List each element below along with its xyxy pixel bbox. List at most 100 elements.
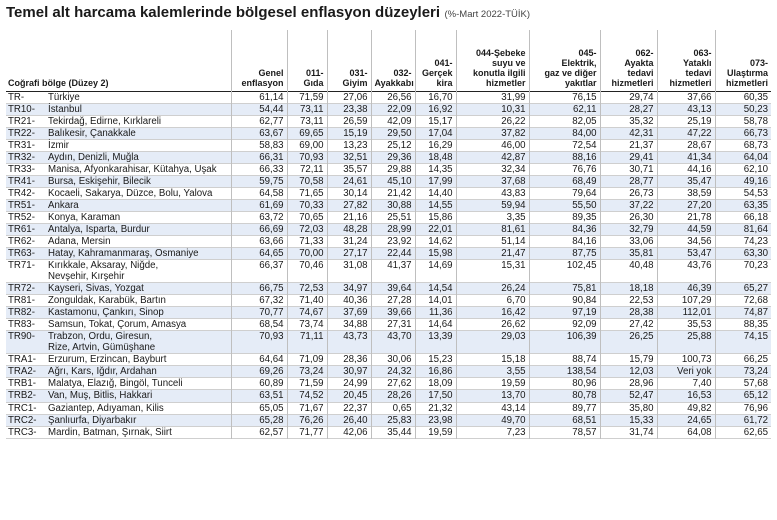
value-cell: 34,56 bbox=[656, 235, 715, 248]
region-name: Şanlıurfa, Diyarbakır bbox=[48, 414, 137, 426]
value-cell: 32,79 bbox=[599, 223, 657, 236]
value-cell: 31,24 bbox=[326, 235, 371, 248]
region-name: Zonguldak, Karabük, Bartın bbox=[48, 295, 166, 307]
region-name: Samsun, Tokat, Çorum, Amasya bbox=[48, 319, 187, 331]
value-cell: 61,69 bbox=[230, 199, 287, 212]
value-cell: 65,12 bbox=[714, 389, 771, 403]
region-name: Ağrı, Kars, Iğdır, Ardahan bbox=[48, 366, 157, 378]
value-cell: 14,35 bbox=[414, 163, 456, 176]
value-cell: 49,70 bbox=[455, 414, 529, 427]
column-header: 063- Yataklı tedavi hizmetleri bbox=[656, 30, 715, 91]
table-row: TR90- Trabzon, Ordu, Giresun, Rize, Artvin… bbox=[6, 330, 771, 354]
value-cell: 28,67 bbox=[656, 139, 715, 152]
region-name: Kayseri, Sivas, Yozgat bbox=[48, 283, 144, 295]
header-text: enflasyon bbox=[241, 77, 284, 88]
value-cell: 71,59 bbox=[286, 377, 327, 390]
column-header-region: Coğrafi bölge (Düzey 2) bbox=[6, 30, 231, 91]
value-cell: 12,03 bbox=[599, 365, 657, 378]
value-cell: 112,01 bbox=[656, 306, 715, 319]
value-cell: 76,15 bbox=[528, 91, 600, 104]
value-cell: 68,49 bbox=[528, 175, 600, 188]
region-name: Nevşehir, Kırşehir bbox=[48, 271, 125, 283]
value-cell: 73,11 bbox=[286, 115, 327, 128]
value-cell: 79,64 bbox=[528, 187, 600, 200]
value-cell: 28,27 bbox=[599, 103, 657, 116]
region-code: TR41- bbox=[8, 175, 35, 187]
value-cell: 66,31 bbox=[230, 151, 287, 164]
value-cell: 35,32 bbox=[599, 115, 657, 128]
header-text: 041- bbox=[434, 57, 453, 68]
region-cell: TRB2- Van, Muş, Bitlis, Hakkari bbox=[6, 390, 231, 402]
page-subtitle: (%-Mart 2022-TÜİK) bbox=[444, 9, 531, 20]
header-text: 073- bbox=[749, 57, 768, 68]
value-cell: 43,73 bbox=[326, 330, 371, 354]
value-cell: 25,19 bbox=[656, 115, 715, 128]
value-cell: 31,99 bbox=[455, 91, 529, 104]
region-cell: TR82- Kastamonu, Çankırı, Sinop bbox=[6, 307, 231, 319]
region-code: TR63- bbox=[8, 248, 35, 260]
value-cell: 97,19 bbox=[528, 306, 600, 319]
value-cell: 25,83 bbox=[370, 414, 415, 427]
value-cell: 22,37 bbox=[326, 402, 371, 415]
value-cell: 71,33 bbox=[286, 235, 327, 248]
region-code: TR51- bbox=[8, 199, 35, 211]
region-code: TR52- bbox=[8, 211, 35, 223]
value-cell: 3,55 bbox=[455, 365, 529, 378]
table-row: TR- Türkiye 61,14 71,59 27,06 26,56 16,70 31,99… bbox=[6, 91, 771, 104]
value-cell: 70,23 bbox=[714, 259, 771, 283]
value-cell: 70,65 bbox=[286, 211, 327, 224]
value-cell: 59,75 bbox=[230, 175, 287, 188]
value-cell: 88,74 bbox=[528, 353, 600, 366]
region-name: Trabzon, Ordu, Giresun, bbox=[48, 331, 153, 343]
value-cell: 46,00 bbox=[455, 139, 529, 152]
value-cell: 35,44 bbox=[370, 426, 415, 439]
value-cell: 69,65 bbox=[286, 127, 327, 140]
value-cell: 55,50 bbox=[528, 199, 600, 212]
value-cell: 67,32 bbox=[230, 294, 287, 307]
value-cell: 71,65 bbox=[286, 187, 327, 200]
value-cell: 22,09 bbox=[370, 103, 415, 116]
value-cell: 43,83 bbox=[455, 187, 529, 200]
value-cell: 66,75 bbox=[230, 282, 287, 295]
value-cell: 70,46 bbox=[286, 259, 327, 283]
value-cell: 75,81 bbox=[528, 282, 600, 295]
region-code: TR- bbox=[8, 91, 25, 103]
header-text: 062- bbox=[635, 47, 654, 58]
value-cell: 92,09 bbox=[528, 318, 600, 331]
region-code: TRC3- bbox=[8, 426, 37, 438]
value-cell: 21,78 bbox=[656, 211, 715, 224]
region-name: Ankara bbox=[48, 199, 79, 211]
header-text: hizmetleri bbox=[669, 77, 712, 88]
region-cell: TR62- Adana, Mersin bbox=[6, 236, 231, 248]
region-cell: TR90- Trabzon, Ordu, Giresun, Rize, Artvin… bbox=[6, 331, 231, 354]
header-text: tedavi bbox=[685, 67, 712, 78]
column-header: 032- Ayakkabı bbox=[370, 30, 415, 91]
region-code: TRC1- bbox=[8, 402, 37, 414]
value-cell: 64,04 bbox=[714, 151, 771, 164]
value-cell: 138,54 bbox=[528, 365, 600, 378]
table-row: TR51- Ankara 61,69 70,33 27,82 30,88 14,55 59,9… bbox=[6, 199, 771, 212]
value-cell: 28,96 bbox=[599, 377, 657, 390]
value-cell: 64,64 bbox=[230, 353, 287, 366]
column-header: 073- Ulaştırma hizmetleri bbox=[714, 30, 771, 91]
header-text: Coğrafi bölge (Düzey 2) bbox=[8, 77, 109, 88]
value-cell: 48,28 bbox=[326, 223, 371, 236]
header-text: hizmetler bbox=[485, 77, 526, 88]
region-name: Tekirdağ, Edirne, Kırklareli bbox=[48, 115, 162, 127]
value-cell: 57,68 bbox=[714, 377, 771, 390]
value-cell: 76,26 bbox=[286, 414, 327, 427]
value-cell: 27,31 bbox=[370, 318, 415, 331]
value-cell: 43,14 bbox=[455, 402, 529, 415]
value-cell: 42,31 bbox=[599, 127, 657, 140]
value-cell: 30,06 bbox=[370, 353, 415, 366]
value-cell: 18,09 bbox=[414, 377, 456, 390]
region-code: TR81- bbox=[8, 295, 35, 307]
table-row: TR32- Aydın, Denizli, Muğla 66,31 70,93 32,5… bbox=[6, 151, 771, 164]
region-name: Kocaeli, Sakarya, Düzce, Bolu, Yalova bbox=[48, 187, 213, 199]
value-cell: 24,32 bbox=[370, 365, 415, 378]
region-cell: TRC1- Gaziantep, Adıyaman, Kilis bbox=[6, 402, 231, 414]
value-cell: 82,05 bbox=[528, 115, 600, 128]
table-row: TR71- Kırıkkale, Aksaray, Niğde, Nevşehir,… bbox=[6, 259, 771, 283]
value-cell: 72,68 bbox=[714, 294, 771, 307]
region-name: Aydın, Denizli, Muğla bbox=[48, 151, 139, 163]
